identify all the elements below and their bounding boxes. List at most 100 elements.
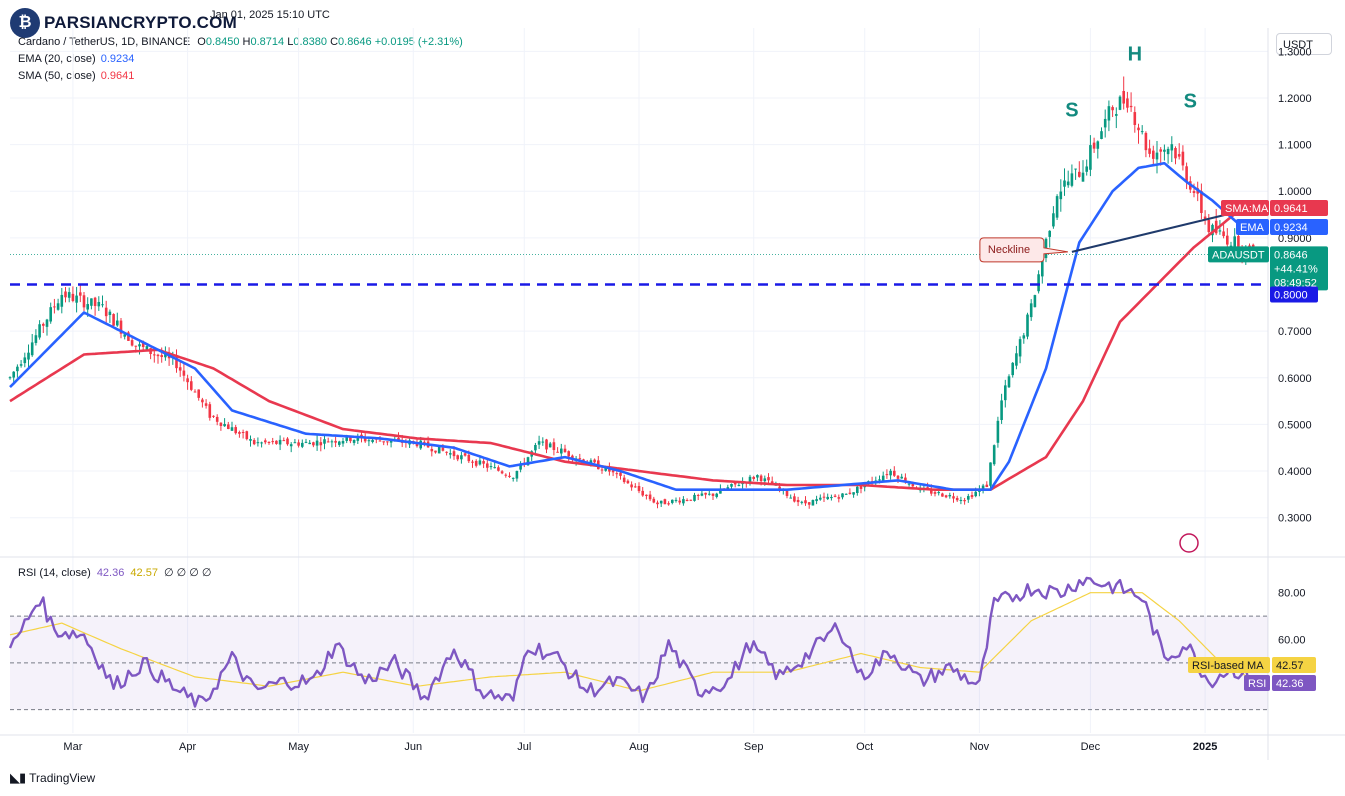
price-tick-label: 0.9000: [1278, 233, 1312, 245]
candle-body: [933, 492, 937, 494]
candle-body: [45, 319, 49, 327]
candle-body: [275, 440, 278, 444]
candle-body: [338, 441, 341, 445]
support-axis-value-bg: [1270, 286, 1318, 303]
candle-body: [123, 334, 126, 337]
candle-body: [1066, 181, 1070, 186]
tradingview-name: TradingView: [29, 771, 96, 785]
candle-body: [1214, 220, 1218, 234]
candle-body: [907, 483, 911, 485]
candle-body: [53, 306, 56, 308]
candle-body: [841, 493, 844, 498]
ohlc-low: 0.8380: [293, 36, 327, 48]
candle-body: [970, 495, 974, 498]
candle-body: [685, 499, 689, 501]
rsi-axis-value: 42.36: [1276, 678, 1304, 690]
candle-body: [967, 496, 970, 500]
candle-body: [1055, 196, 1059, 218]
symbol-axis-text: 08:49:52: [1274, 277, 1317, 289]
candle-body: [478, 460, 482, 465]
price-tick-label: 0.5000: [1278, 419, 1312, 431]
candle-body: [689, 499, 693, 501]
candle-body: [1177, 154, 1181, 157]
candle-body: [1118, 96, 1122, 110]
candle-body: [1103, 118, 1107, 128]
candle-body: [349, 437, 352, 442]
candle-body: [1133, 112, 1137, 125]
ema-legend[interactable]: EMA (20, close) 0.9234: [18, 53, 134, 65]
candle-body: [619, 472, 622, 476]
candle-body: [604, 466, 607, 471]
sma-axis-name-bg: [1221, 199, 1269, 216]
candle-body: [1029, 303, 1033, 318]
candle-body: [112, 314, 115, 326]
candle-body: [215, 416, 219, 422]
candle-body: [230, 427, 234, 431]
candle-body: [367, 440, 371, 442]
candle-body: [537, 441, 541, 445]
candle-body: [334, 440, 337, 443]
candle-body: [941, 493, 944, 497]
pattern-label: H: [1128, 44, 1142, 66]
candle-body: [493, 467, 496, 469]
candle-body: [1207, 219, 1211, 233]
candle-body: [49, 307, 52, 322]
ohlc-high: 0.8714: [250, 36, 285, 48]
candle-body: [652, 498, 656, 503]
candle-body: [667, 503, 670, 505]
candle-body: [42, 323, 45, 326]
candle-body: [323, 439, 326, 444]
candle-body: [308, 442, 311, 445]
candle-body: [437, 446, 441, 454]
candle-body: [659, 500, 663, 504]
candle-body: [1237, 236, 1240, 252]
ohlc-close: 0.8646: [338, 36, 372, 48]
neckline-callout: [979, 237, 1068, 263]
tradingview-brand[interactable]: ◣▮ TradingView: [10, 770, 95, 786]
candle-body: [904, 477, 907, 483]
candle-body: [1041, 258, 1044, 277]
symbol-axis-box: [1270, 246, 1328, 291]
candle-body: [996, 420, 1000, 443]
candle-body: [260, 442, 263, 444]
ohlc-close-label: C: [330, 36, 339, 48]
candle-body: [704, 492, 707, 495]
candle-body: [807, 502, 811, 505]
candle-body: [175, 357, 178, 369]
rsi-ma-axis-value: 42.57: [1276, 660, 1304, 672]
candle-body: [34, 335, 38, 343]
candle-body: [64, 291, 67, 298]
candle-body: [641, 490, 644, 496]
candle-body: [959, 499, 963, 501]
candle-body: [930, 488, 933, 494]
candle-body: [804, 500, 807, 504]
currency-button[interactable]: USDT: [1276, 33, 1332, 55]
logo-icon: ₿: [10, 8, 40, 38]
candle-body: [626, 480, 630, 484]
candle-body: [304, 441, 308, 443]
candle-body: [452, 451, 456, 457]
candle-body: [1011, 362, 1014, 376]
rsi-tick-label: 60.00: [1278, 634, 1306, 646]
pattern-label: S: [1184, 90, 1197, 112]
candle-body: [560, 448, 563, 454]
candle-body: [319, 442, 323, 446]
candle-body: [663, 499, 667, 505]
candle-body: [645, 494, 648, 496]
candle-body: [963, 500, 966, 502]
candle-body: [238, 432, 241, 434]
ohlc-low-label: L: [287, 36, 294, 48]
candle-body: [474, 460, 478, 466]
sma-legend[interactable]: SMA (50, close) 0.9641: [18, 70, 134, 82]
candle-body: [1063, 180, 1066, 187]
candle-body: [245, 431, 249, 440]
candle-body: [1174, 148, 1177, 159]
sma-value: 0.9641: [100, 70, 135, 82]
candle-body: [819, 497, 822, 500]
candle-body: [937, 492, 940, 494]
candle-body: [82, 295, 86, 308]
candle-body: [1085, 166, 1088, 172]
candle-body: [674, 499, 678, 501]
candle-body: [1159, 149, 1162, 152]
